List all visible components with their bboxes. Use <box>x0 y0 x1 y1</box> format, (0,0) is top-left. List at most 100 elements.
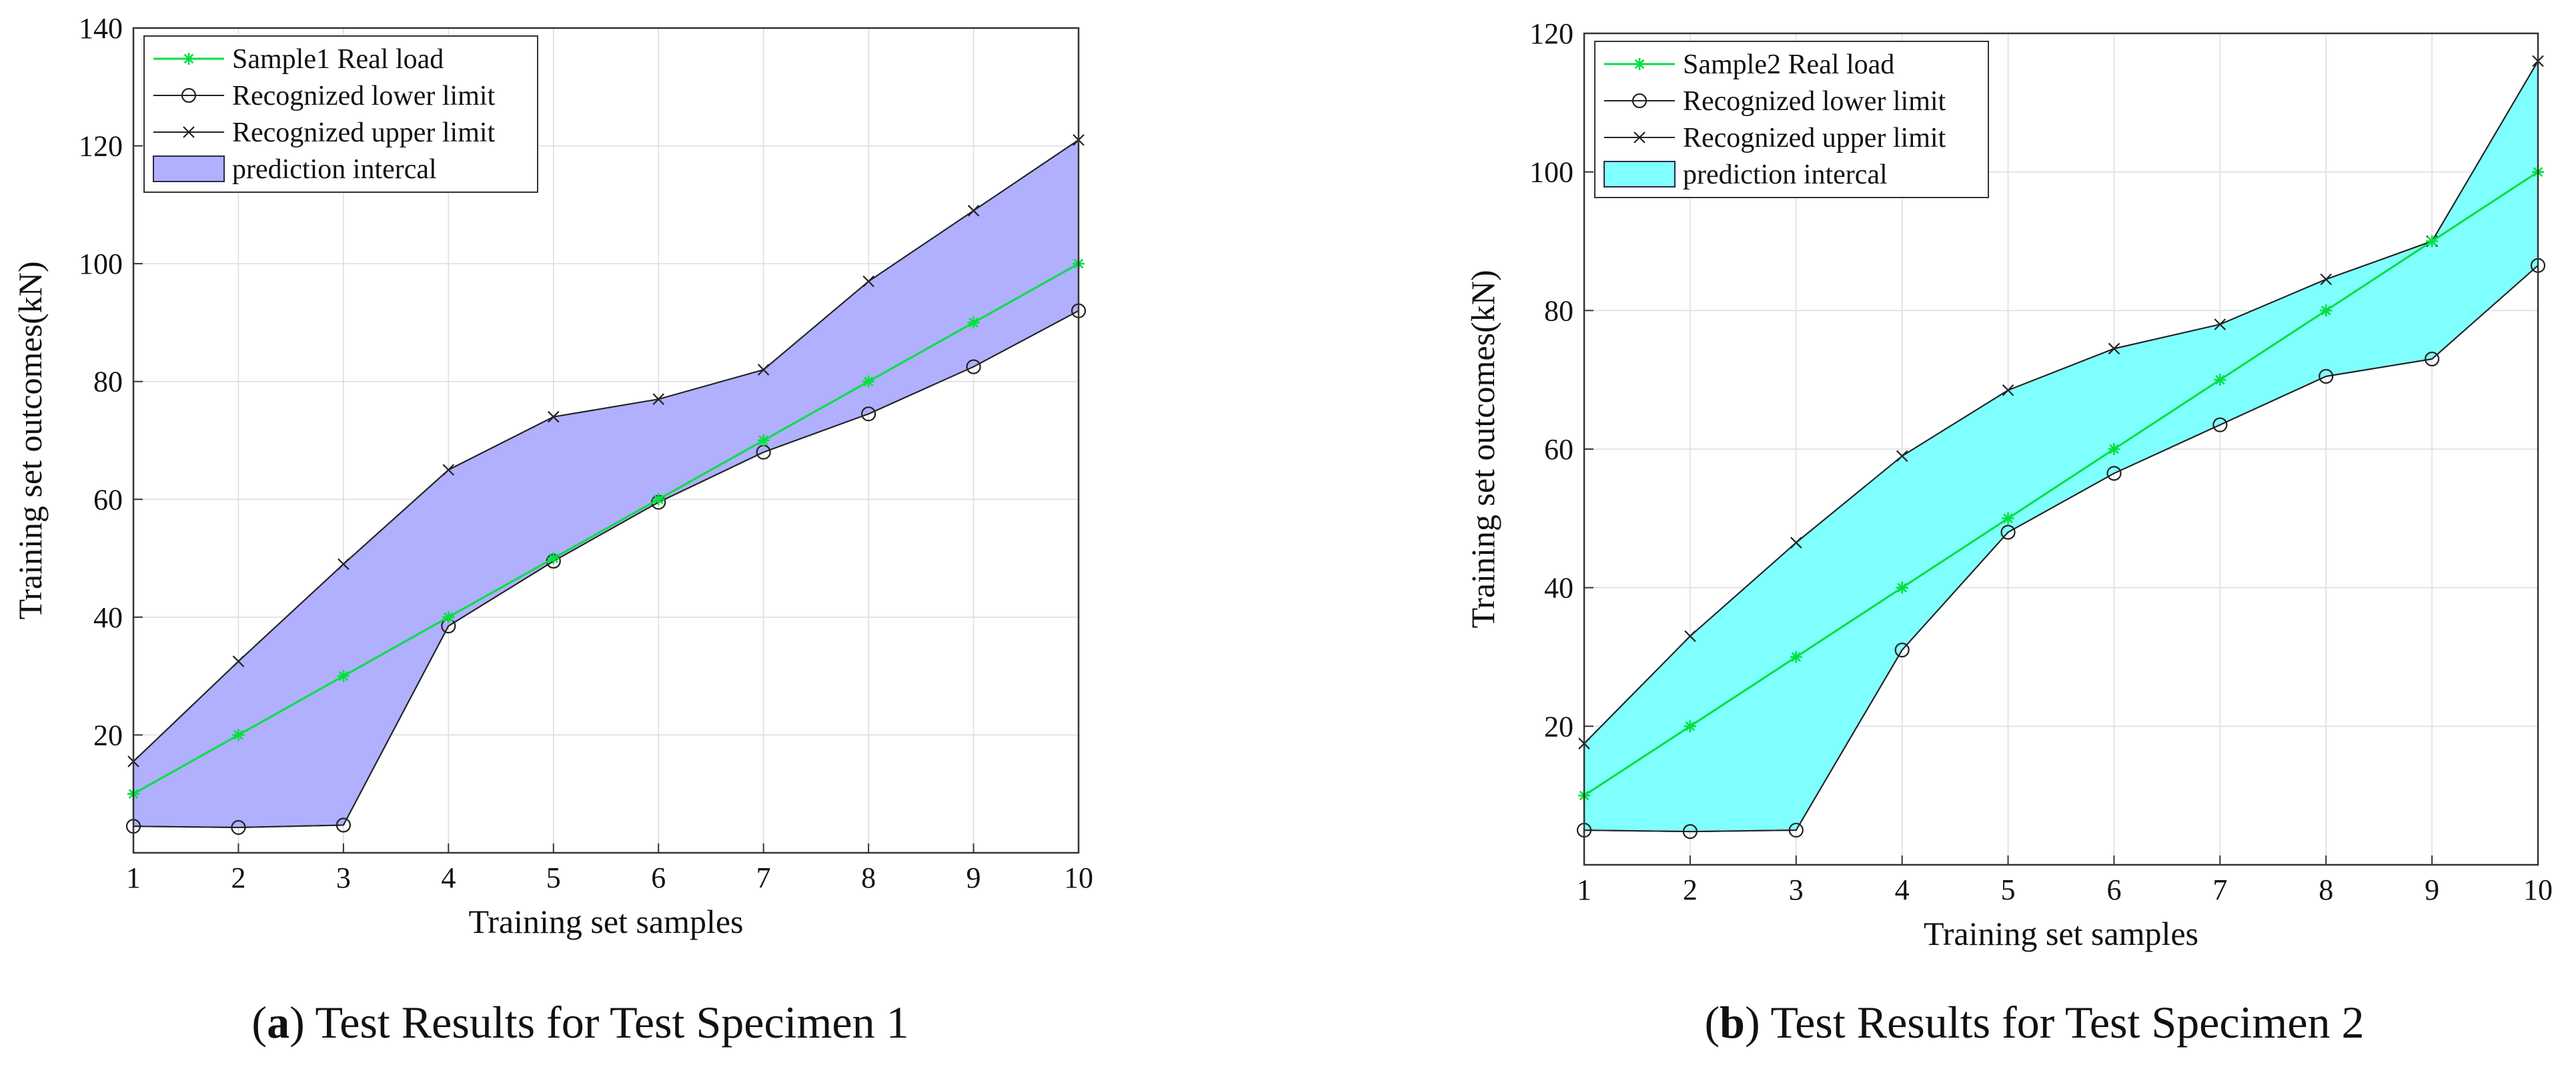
x-tick-label: 6 <box>2106 873 2121 906</box>
legend-label-recognized-lower-limit: Recognized lower limit <box>1683 86 1946 117</box>
y-tick-label: 120 <box>1529 17 1573 50</box>
plot-frame <box>132 27 1080 854</box>
x-axis-label: Training set samples <box>1924 915 2198 952</box>
chart-panel-a: 1 2 3 4 5 6 7 8 9 10 20 40 60 80 100 120 140 Training se… <box>11 12 1093 1048</box>
legend-label-recognized-lower-limit: Recognized lower limit <box>232 81 496 111</box>
legend-label-recognized-upper-limit: Recognized upper limit <box>1683 123 1946 153</box>
legend-marker-recognized-upper-limit <box>1634 131 1646 143</box>
data-point-sample1-real-load <box>862 375 875 388</box>
data-point-sample1-real-load <box>757 434 770 446</box>
legend: Sample2 Real load Recognized lower limit R… <box>1594 41 1989 198</box>
data-point-sample2-real-load <box>1684 720 1696 733</box>
data-point-recognized-lower-limit <box>966 359 981 374</box>
y-tick-label: 80 <box>1544 294 1573 327</box>
x-tick-label: 7 <box>2212 873 2227 906</box>
data-point-recognized-upper-limit <box>2214 318 2226 330</box>
data-point-sample2-real-load <box>2426 235 2439 248</box>
data-point-recognized-upper-limit <box>1896 450 1908 462</box>
data-point-recognized-lower-limit <box>2212 417 2228 432</box>
legend-marker-recognized-upper-limit <box>183 126 195 138</box>
data-point-recognized-upper-limit <box>652 393 664 405</box>
series-line-sample1-real-load <box>133 262 1079 795</box>
legend: Sample1 Real load Recognized lower limit R… <box>143 35 538 193</box>
data-point-recognized-lower-limit <box>2000 524 2016 540</box>
legend-label-sample1-real-load: Sample1 Real load <box>232 44 444 75</box>
data-point-recognized-upper-limit <box>548 410 560 423</box>
y-tick-label: 20 <box>1544 710 1573 743</box>
data-point-recognized-upper-limit <box>2002 384 2014 396</box>
x-tick-label: 8 <box>861 861 876 894</box>
legend-label-band: prediction intercal <box>1683 159 1888 190</box>
y-axis-label: Training set outcomes(kN) <box>11 262 49 620</box>
x-tick-label: 3 <box>1789 873 1804 906</box>
data-point-recognized-upper-limit <box>2108 342 2120 355</box>
legend-marker-sample2-real-load <box>1634 58 1646 70</box>
data-point-recognized-lower-limit <box>231 819 246 835</box>
y-tick-label: 40 <box>93 601 123 634</box>
x-tick-label: 10 <box>2523 873 2553 906</box>
data-point-sample2-real-load <box>2002 512 2014 524</box>
data-point-recognized-upper-limit <box>1684 630 1696 643</box>
y-tick-label: 100 <box>1529 156 1573 189</box>
data-point-recognized-upper-limit <box>442 464 455 476</box>
series-line-recognized-upper-limit <box>133 139 1079 762</box>
caption-letter: b <box>1720 997 1745 1048</box>
caption-text: Test Results for Test Specimen 1 <box>315 997 908 1048</box>
series-line-recognized-lower-limit <box>133 310 1079 829</box>
data-point-recognized-lower-limit <box>861 406 876 422</box>
series-line-recognized-lower-limit <box>1583 265 2539 833</box>
caption: (b) Test Results for Test Specimen 2 <box>1704 997 2364 1048</box>
x-axis-label: Training set samples <box>468 903 743 940</box>
y-tick-label: 140 <box>79 12 123 45</box>
legend-label-sample2-real-load: Sample2 Real load <box>1683 49 1894 80</box>
x-tick-label: 5 <box>546 861 561 894</box>
x-tick-label: 6 <box>651 861 666 894</box>
data-point-recognized-upper-limit <box>2320 273 2332 286</box>
y-tick-label: 100 <box>79 248 123 280</box>
x-tick-label: 4 <box>441 861 456 894</box>
data-point-sample1-real-load <box>337 670 350 683</box>
x-tick-label: 9 <box>967 861 981 894</box>
x-tick-label: 10 <box>1064 861 1093 894</box>
data-point-sample1-real-load <box>652 493 665 506</box>
data-point-recognized-upper-limit <box>862 275 874 288</box>
caption-text: Test Results for Test Specimen 2 <box>1770 997 2364 1048</box>
data-point-recognized-lower-limit <box>1894 643 1910 658</box>
data-point-recognized-upper-limit <box>967 204 980 217</box>
legend-marker-sample1-real-load <box>183 53 195 65</box>
data-point-sample1-real-load <box>547 552 560 565</box>
data-point-recognized-lower-limit <box>2106 466 2122 481</box>
legend-label-band: prediction intercal <box>232 154 437 185</box>
x-tick-label: 7 <box>756 861 771 894</box>
x-tick-label: 4 <box>1895 873 1910 906</box>
data-point-recognized-lower-limit <box>1682 824 1698 839</box>
x-tick-label: 9 <box>2425 873 2439 906</box>
series-line-recognized-upper-limit <box>1583 61 2539 744</box>
chart-panel-b: 1 2 3 4 5 6 7 8 9 10 20 40 60 80 100 120 Training set s… <box>1464 17 2553 1048</box>
x-tick-label: 2 <box>1683 873 1698 906</box>
y-tick-label: 40 <box>1544 572 1573 605</box>
data-point-recognized-lower-limit <box>336 817 351 833</box>
legend-marker-recognized-lower-limit <box>1632 93 1648 109</box>
legend-label-recognized-upper-limit: Recognized upper limit <box>232 117 496 148</box>
data-point-sample2-real-load <box>2320 304 2333 317</box>
data-point-sample2-real-load <box>2214 374 2226 386</box>
y-axis-label: Training set outcomes(kN) <box>1464 270 1501 629</box>
data-point-sample2-real-load <box>1896 581 1908 594</box>
data-point-recognized-upper-limit <box>338 558 350 571</box>
y-tick-label: 60 <box>1544 433 1573 466</box>
caption-letter: a <box>267 997 289 1048</box>
legend-swatch-band <box>153 155 225 182</box>
y-tick-label: 80 <box>93 366 123 398</box>
data-point-sample2-real-load <box>1790 651 1802 663</box>
caption: (a) Test Results for Test Specimen 1 <box>251 997 908 1048</box>
data-point-recognized-lower-limit <box>1788 822 1804 838</box>
data-point-sample1-real-load <box>232 729 245 741</box>
y-tick-label: 120 <box>79 130 123 163</box>
y-tick-label: 20 <box>93 719 123 751</box>
y-tick-label: 60 <box>93 483 123 516</box>
x-tick-label: 5 <box>2001 873 2016 906</box>
data-point-recognized-lower-limit <box>2319 368 2334 384</box>
data-point-recognized-upper-limit <box>757 364 770 376</box>
